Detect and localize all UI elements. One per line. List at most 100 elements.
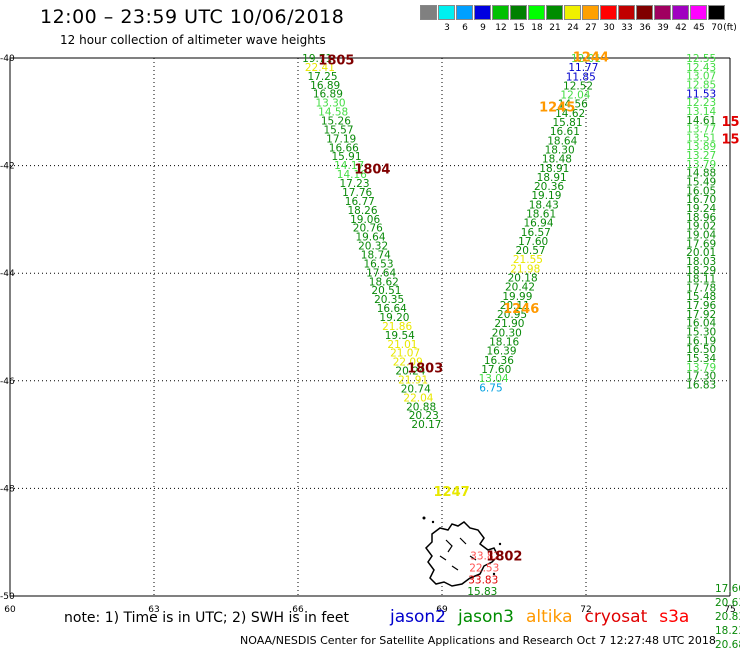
x-tick-label: 72 — [580, 605, 591, 615]
credit-line: NOAA/NESDIS Center for Satellite Applica… — [240, 634, 716, 647]
wave-height-value: 14.62 — [555, 108, 585, 120]
scale-label: 45 — [693, 23, 705, 33]
wave-height-value: 16.05 — [686, 185, 716, 197]
wave-height-value: 22.53 — [469, 562, 499, 574]
wave-height-value: 16.94 — [523, 218, 553, 230]
scale-swatch — [420, 5, 437, 20]
scale-unit: (ft) — [723, 23, 737, 33]
scale-label: 15 — [513, 23, 525, 33]
wave-height-value: 13.14 — [686, 106, 716, 118]
scale-label: 36 — [639, 23, 651, 33]
wave-height-value: 15.26 — [321, 116, 351, 128]
wave-height-value: 15.81 — [552, 117, 582, 129]
scale-swatch — [510, 5, 527, 20]
wave-height-value: 21.01 — [387, 339, 417, 351]
wave-height-value: 19.64 — [355, 232, 385, 244]
wave-height-value: 17.23 — [339, 178, 369, 190]
wave-height-value: 12.23 — [686, 97, 716, 109]
wave-height-value: 17.60 — [715, 583, 740, 595]
x-tick-label: 66 — [292, 605, 304, 615]
wave-height-value: 18.62 — [369, 276, 399, 288]
wave-height-value: 18.23 — [715, 625, 740, 637]
wave-height-value: 16.77 — [345, 196, 375, 208]
wave-height-value: 16.89 — [310, 80, 340, 92]
wave-height-value: 20.11 — [500, 300, 530, 312]
wave-height-value: 16.64 — [377, 303, 407, 315]
scale-swatch — [618, 5, 635, 20]
mission-jason3: jason3 — [458, 607, 514, 627]
wave-height-value: 33.82 — [470, 551, 500, 563]
islet — [498, 542, 502, 546]
footnote: note: 1) Time is in UTC; 2) SWH is in fe… — [64, 610, 350, 626]
wave-height-value: 18.03 — [686, 256, 716, 268]
islet — [492, 572, 496, 576]
mission-cryosat: cryosat — [584, 607, 648, 627]
wave-height-value: 12.55 — [686, 53, 716, 65]
wave-height-value: 20.23 — [409, 410, 439, 422]
pass-time-label: 1244 — [573, 50, 609, 65]
y-tick-label: -50 — [0, 592, 15, 602]
wave-height-value: 12.04 — [560, 90, 590, 102]
wave-height-value: 21.90 — [494, 318, 524, 330]
wave-height-value: 14.17 — [334, 160, 364, 172]
wave-height-value: 20.74 — [401, 383, 431, 395]
wave-height-value: 19.54 — [385, 330, 415, 342]
wave-height-value: 17.60 — [481, 364, 511, 376]
wave-height-value: 20.88 — [406, 401, 436, 413]
wave-height-value: 20.36 — [534, 181, 564, 193]
wave-height-value: 22.09 — [393, 357, 423, 369]
wave-height-value: 16.19 — [686, 335, 716, 347]
scale-swatch — [708, 5, 725, 20]
wave-height-value: 14.16 — [337, 169, 367, 181]
scale-label: 70 — [711, 23, 723, 33]
wave-height-value: 20.95 — [497, 309, 527, 321]
wave-height-value: 19.19 — [531, 190, 561, 202]
scale-swatch — [564, 5, 581, 20]
wave-height-value: 20.18 — [508, 273, 538, 285]
scale-swatch — [474, 5, 491, 20]
scale-swatch — [600, 5, 617, 20]
scale-label: 33 — [621, 23, 633, 33]
y-tick-label: -42 — [0, 162, 15, 172]
wave-height-value: 17.64 — [366, 267, 396, 279]
y-tick-label: -48 — [0, 484, 15, 494]
graticule — [9, 57, 731, 597]
pass-time-label: 1802 — [486, 550, 522, 565]
wave-height-value: 20.76 — [353, 223, 383, 235]
scale-label: 30 — [603, 23, 615, 33]
island-inlets — [439, 537, 477, 571]
wave-height-value: 16.89 — [313, 89, 343, 101]
wave-height-value: 18.29 — [686, 265, 716, 277]
axis-labels: 60 63 66 69 72 75 -40 -42 -44 -46 -48 -50 — [0, 54, 736, 615]
wave-height-value: 12.85 — [686, 79, 716, 91]
wave-height-value: 14.61 — [686, 115, 716, 127]
pass-time-label: 1246 — [503, 302, 539, 317]
x-tick-label: 75 — [724, 605, 735, 615]
wave-height-value: 15.49 — [686, 177, 716, 189]
wave-height-value: 11.53 — [686, 88, 716, 100]
mission-legend: jason2 jason3 altika cryosat s3a — [390, 607, 701, 627]
scale-label: 12 — [495, 23, 507, 33]
wave-height-value: 18.30 — [545, 144, 575, 156]
pass-time-label: 1524 — [722, 133, 740, 148]
wave-height-value: 22.41 — [305, 62, 335, 74]
scale-label: 21 — [549, 23, 561, 33]
wave-height-value: 22.04 — [403, 392, 433, 404]
wave-height-value: 20.24 — [395, 366, 425, 378]
y-tick-label: -44 — [0, 269, 15, 279]
pass-time-label: 1524 — [722, 115, 740, 130]
wave-height-value: 21.98 — [510, 263, 540, 275]
wave-height-value: 16.70 — [686, 194, 716, 206]
wave-height-value: 15.83 — [467, 586, 497, 598]
wave-height-value: 15.57 — [323, 124, 353, 136]
wave-height-value: 13.30 — [315, 98, 345, 110]
wave-height-value: 21.91 — [398, 375, 428, 387]
wave-height-value: 15.48 — [686, 291, 716, 303]
wave-height-value: 17.19 — [326, 133, 356, 145]
wave-height-value: 20.17 — [411, 419, 441, 431]
wave-height-value: 19.71 — [302, 53, 332, 65]
wave-height-value: 13.07 — [686, 71, 716, 83]
wave-height-value: 17.30 — [686, 371, 716, 383]
wave-height-value: 12.01 — [571, 53, 601, 65]
